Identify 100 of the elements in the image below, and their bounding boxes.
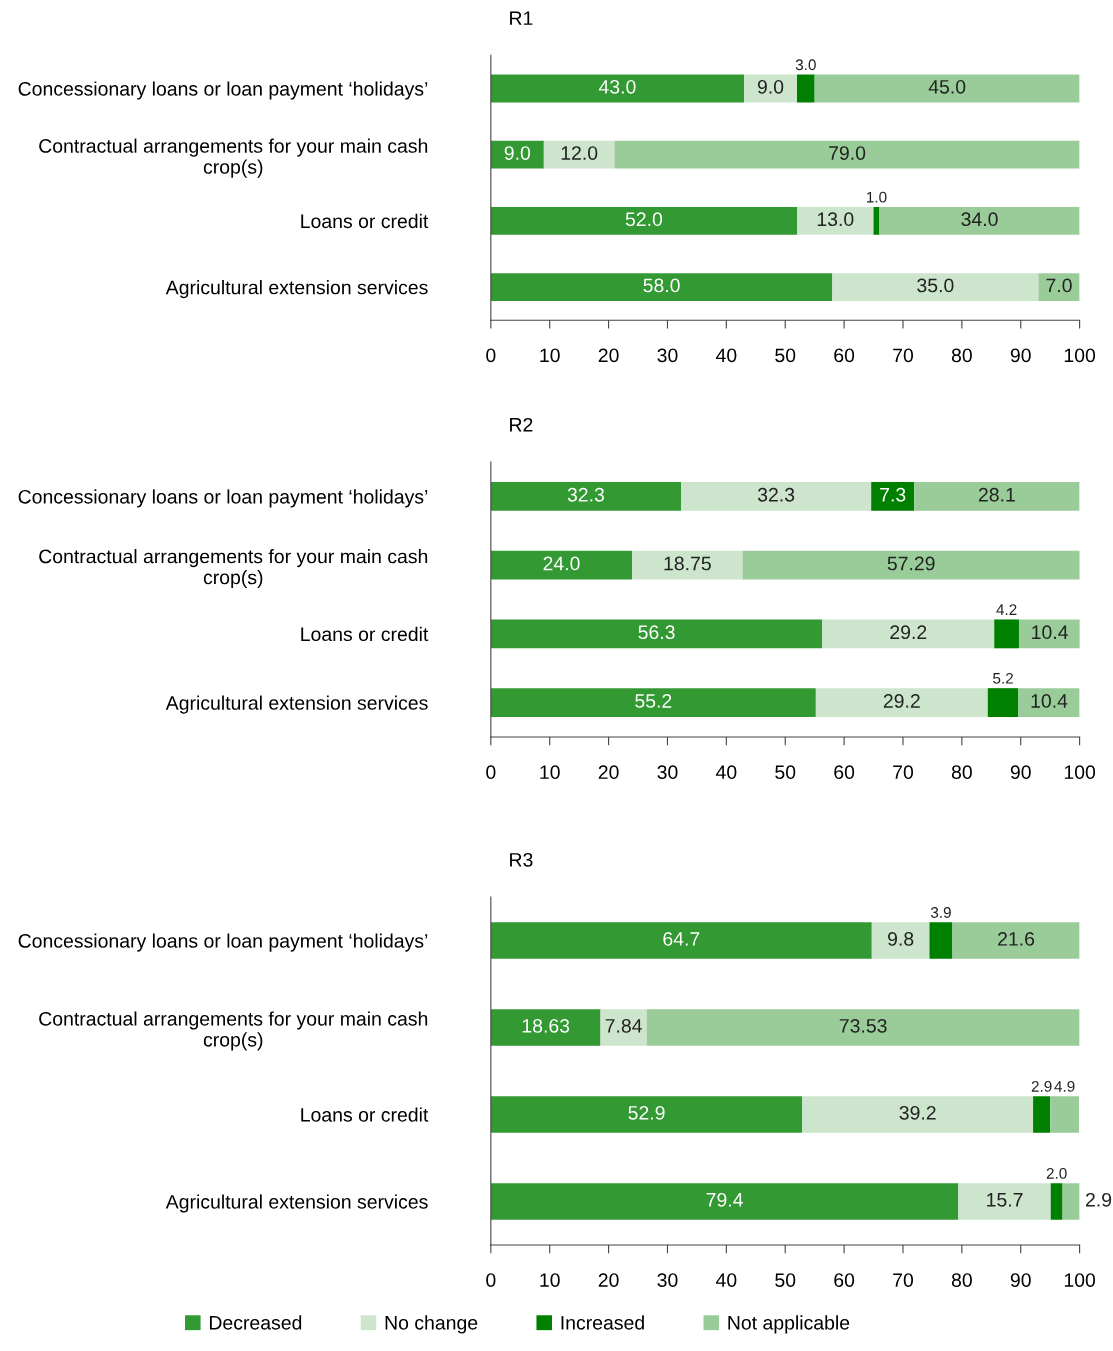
x-tick-label: 50 — [775, 1273, 796, 1288]
bar — [1018, 619, 1080, 649]
legend-label: Not applicable — [728, 1315, 850, 1334]
data-label: 39.2 — [899, 1105, 936, 1120]
y-tick-label: Concessionary loans or loan payment ‘holidays’ — [18, 81, 428, 100]
data-label: 2.9 — [1085, 1192, 1112, 1207]
bar — [1038, 273, 1080, 301]
x-tick-label: 0 — [486, 765, 496, 780]
x-tick-label: 30 — [657, 348, 678, 363]
bar — [614, 140, 1080, 169]
data-label: 5.2 — [993, 672, 1013, 684]
bar — [987, 688, 1019, 718]
data-label: 29.2 — [890, 625, 927, 640]
y-tick-label: Agricultural extension services — [165, 695, 428, 714]
bar — [490, 74, 745, 103]
x-tick-label: 50 — [775, 348, 796, 363]
y-tick-label: Concessionary loans or loan payment ‘holidays’ — [18, 933, 428, 952]
data-label: 18.63 — [522, 1018, 570, 1033]
data-label: 64.7 — [663, 932, 700, 946]
data-label: 73.53 — [839, 1018, 887, 1033]
bar — [490, 922, 872, 959]
bar — [632, 550, 743, 580]
bar — [742, 550, 1080, 580]
data-label: 56.3 — [638, 625, 675, 640]
x-tick-label: 50 — [775, 765, 796, 780]
data-label: 32.3 — [567, 487, 604, 502]
data-label: 2.0 — [1046, 1167, 1067, 1179]
bar — [490, 206, 797, 235]
data-label: 10.4 — [1031, 694, 1068, 708]
x-tick-label: 30 — [657, 1273, 678, 1288]
bar — [797, 74, 815, 103]
y-tick-label: Loans or credit — [301, 1107, 429, 1122]
x-tick-label: 100 — [1064, 1273, 1096, 1288]
bar — [1050, 1183, 1063, 1220]
x-tick-label: 70 — [893, 348, 914, 363]
chart-title: R3 — [510, 852, 533, 867]
data-label: 4.2 — [996, 604, 1017, 615]
bar — [490, 140, 544, 169]
legend-label: Increased — [561, 1315, 644, 1330]
bar — [490, 481, 682, 511]
data-label: 57.29 — [887, 556, 935, 571]
bar — [1033, 1096, 1051, 1133]
data-label: 12.0 — [561, 146, 598, 160]
x-tick-label: 60 — [834, 765, 855, 780]
bar — [646, 1009, 1080, 1046]
data-label: 58.0 — [643, 278, 680, 293]
bar — [871, 481, 915, 511]
bar — [797, 206, 874, 235]
bar — [490, 1009, 601, 1046]
data-label: 4.9 — [1054, 1081, 1075, 1092]
data-label: 9.0 — [504, 146, 531, 160]
bar — [1062, 1183, 1080, 1220]
x-tick-label: 90 — [1010, 348, 1031, 363]
data-label: 7.84 — [605, 1018, 642, 1033]
bar — [914, 481, 1080, 511]
data-label: 28.1 — [978, 487, 1015, 502]
bar — [952, 922, 1080, 959]
x-tick-label: 40 — [715, 765, 737, 780]
bar — [871, 922, 930, 959]
y-tick-label: Agricultural extension services — [165, 1194, 428, 1213]
x-tick-label: 90 — [1010, 765, 1031, 780]
chart-title: R2 — [510, 417, 533, 432]
x-tick-label: 90 — [1010, 1273, 1031, 1288]
y-tick-label: Contractual arrangements for your main cash crop(s) — [39, 138, 428, 178]
data-label: 52.9 — [628, 1105, 665, 1120]
bar — [543, 140, 615, 169]
bar — [490, 619, 823, 649]
data-label: 1.0 — [867, 191, 887, 203]
x-tick-label: 60 — [834, 348, 855, 363]
data-label: 3.9 — [930, 907, 951, 918]
x-tick-label: 0 — [486, 1273, 496, 1288]
data-label: 34.0 — [961, 212, 998, 227]
x-tick-label: 20 — [598, 348, 619, 363]
y-tick-label: Agricultural extension services — [165, 280, 428, 299]
data-label: 79.4 — [706, 1192, 743, 1207]
data-label: 13.0 — [817, 212, 854, 227]
x-tick-label: 40 — [715, 348, 737, 363]
data-label: 18.75 — [664, 556, 711, 571]
data-label: 35.0 — [917, 278, 954, 293]
x-tick-label: 10 — [540, 348, 560, 363]
bar — [490, 550, 633, 580]
x-tick-label: 60 — [834, 1273, 855, 1288]
y-tick-label: Concessionary loans or loan payment ‘holidays’ — [18, 489, 428, 508]
bar — [681, 481, 872, 511]
bar — [814, 74, 1080, 103]
data-label: 55.2 — [635, 694, 672, 708]
x-tick-label: 100 — [1064, 348, 1096, 363]
x-tick-label: 10 — [540, 1273, 560, 1288]
bar — [879, 206, 1080, 235]
x-tick-label: 80 — [951, 765, 972, 780]
y-tick-label: Loans or credit — [301, 626, 429, 642]
bar — [1050, 1096, 1080, 1133]
bar — [802, 1096, 1034, 1133]
x-tick-label: 20 — [598, 1273, 619, 1288]
bar — [994, 619, 1019, 649]
data-label: 32.3 — [757, 487, 795, 502]
bar — [490, 688, 816, 718]
x-tick-label: 70 — [893, 1273, 914, 1288]
bar — [929, 922, 953, 959]
chart-title: R1 — [510, 11, 533, 25]
